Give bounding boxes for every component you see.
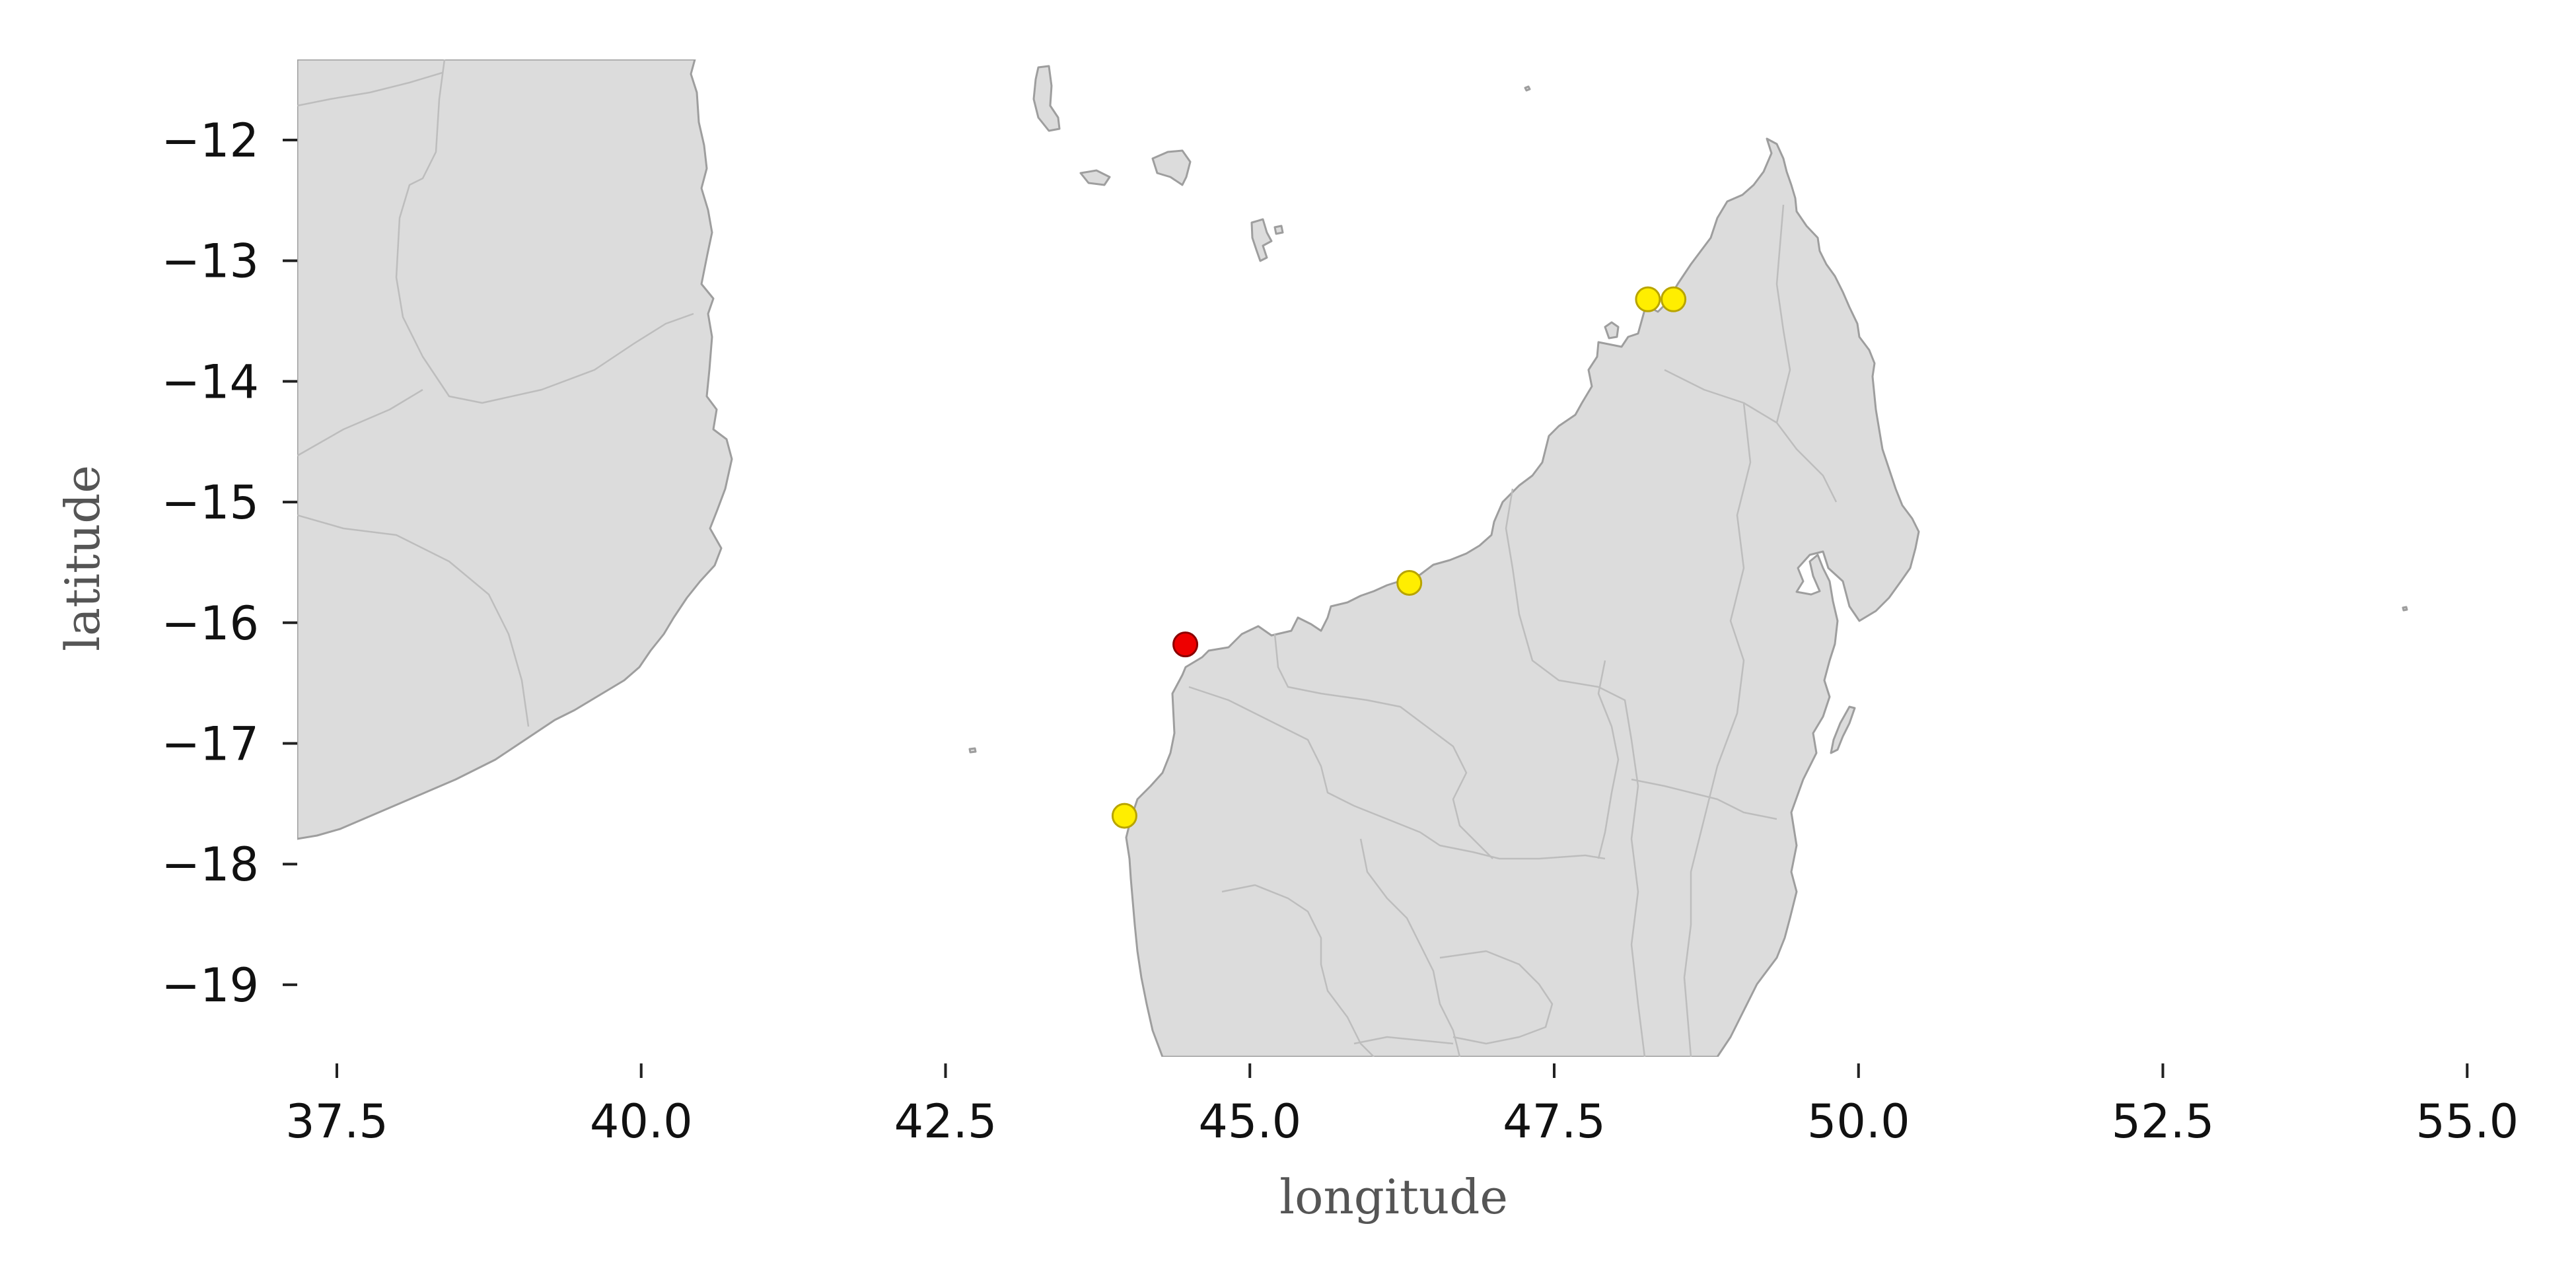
y-tick-label: −13 — [161, 234, 259, 289]
border-line — [1505, 488, 1646, 1057]
land-mainland-africa — [297, 59, 733, 840]
location-marker[interactable] — [1111, 803, 1137, 829]
y-tick-label: −12 — [161, 114, 259, 168]
land-sainte-marie — [1830, 705, 1856, 754]
border-line — [1221, 884, 1375, 1057]
map-area[interactable] — [297, 59, 2408, 1057]
y-tick-label: −16 — [161, 596, 259, 651]
y-tick-label: −14 — [161, 355, 259, 409]
location-marker[interactable] — [1396, 570, 1423, 596]
x-tick-label: 55.0 — [2415, 1094, 2519, 1149]
land-anjouan — [1151, 149, 1192, 186]
x-tick-label: 40.0 — [590, 1094, 693, 1149]
border-line — [297, 388, 423, 457]
x-tick-label: 45.0 — [1198, 1094, 1301, 1149]
points-layer — [1111, 286, 1687, 829]
x-axis-label: longitude — [1279, 1169, 1508, 1225]
border-line — [1188, 686, 1606, 860]
border-line — [1775, 204, 1838, 503]
y-axis: −12 −13 −14 −15 −16 −17 −18 −19 — [161, 114, 297, 1013]
land-nosy-be — [1604, 321, 1620, 340]
land-mayotte — [1250, 218, 1273, 262]
land-islet — [968, 747, 977, 754]
border-line — [1353, 1036, 1454, 1045]
land-madagascar — [1125, 137, 1920, 1057]
location-marker[interactable] — [1172, 631, 1199, 658]
land-islet — [2402, 606, 2408, 612]
land-islet — [1273, 225, 1284, 235]
y-axis-label: latitude — [55, 465, 110, 651]
y-tick-label: −19 — [161, 958, 259, 1013]
x-tick-label: 42.5 — [894, 1094, 997, 1149]
x-axis: 37.5 40.0 42.5 45.0 47.5 50.0 52.5 55.0 — [285, 1063, 2519, 1149]
x-tick-label: 47.5 — [1503, 1094, 1606, 1149]
location-marker[interactable] — [1635, 286, 1661, 312]
land-moheli — [1079, 169, 1111, 186]
border-line — [297, 514, 530, 727]
land-grande-comore — [1032, 65, 1061, 132]
y-tick-label: −17 — [161, 717, 259, 771]
x-tick-label: 52.5 — [2112, 1094, 2215, 1149]
border-line — [1597, 660, 1620, 859]
border-line — [395, 59, 694, 404]
border-line — [1359, 838, 1461, 1057]
x-tick-label: 37.5 — [285, 1094, 388, 1149]
border-line — [1439, 950, 1554, 1045]
x-tick-label: 50.0 — [1807, 1094, 1910, 1149]
border-line — [297, 71, 443, 107]
y-tick-label: −18 — [161, 838, 259, 892]
border-line — [1683, 402, 1752, 1057]
border-line — [1664, 369, 1777, 424]
border-line — [1631, 778, 1777, 820]
border-line — [1273, 633, 1493, 859]
land-islet — [1524, 85, 1531, 92]
location-marker[interactable] — [1661, 286, 1687, 312]
y-tick-label: −15 — [161, 476, 259, 530]
